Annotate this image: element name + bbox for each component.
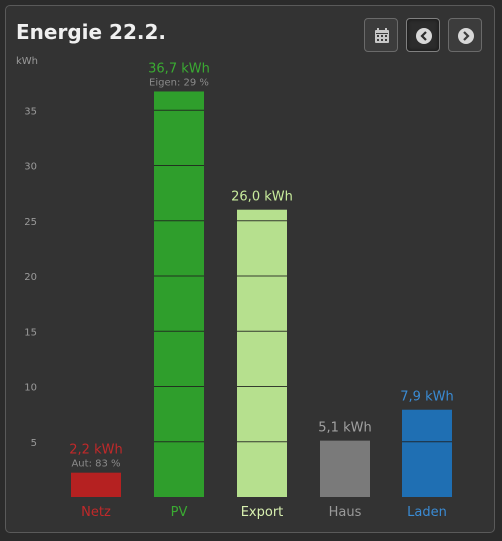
energy-card: Energie 22.2. kWh 5 10 15 20 25 30 35 2,2 bbox=[5, 5, 495, 533]
value-label: 26,0 kWh bbox=[231, 190, 293, 205]
y-tick-label: 10 bbox=[24, 383, 37, 394]
y-tick-label: 35 bbox=[24, 106, 37, 117]
value-label: 5,1 kWh bbox=[318, 421, 371, 436]
y-tick-label: 15 bbox=[24, 327, 37, 338]
previous-day-button[interactable] bbox=[406, 18, 440, 52]
chevron-left-icon bbox=[416, 28, 432, 44]
category-label: Haus bbox=[329, 505, 362, 520]
value-label: 7,9 kWh bbox=[400, 390, 453, 405]
value-label: 36,7 kWh bbox=[148, 61, 210, 76]
category-label: Export bbox=[241, 505, 284, 520]
value-label: 2,2 kWh bbox=[69, 443, 122, 458]
bar-pv bbox=[154, 91, 204, 497]
category-label: PV bbox=[171, 505, 188, 520]
y-tick-label: 30 bbox=[24, 162, 37, 173]
next-day-button[interactable] bbox=[448, 18, 482, 52]
calendar-icon bbox=[375, 28, 389, 43]
y-tick-label: 20 bbox=[24, 272, 37, 283]
bar-haus bbox=[320, 440, 370, 497]
bar-netz bbox=[71, 472, 121, 497]
y-axis-label: kWh bbox=[16, 56, 38, 67]
sub-label: Eigen: 29 % bbox=[149, 77, 209, 88]
y-tick-label: 5 bbox=[31, 438, 37, 449]
y-tick-label: 25 bbox=[24, 217, 37, 228]
category-label: Netz bbox=[81, 505, 111, 520]
page-title: Energie 22.2. bbox=[16, 20, 166, 44]
category-label: Laden bbox=[407, 505, 447, 520]
chevron-right-icon bbox=[458, 28, 474, 44]
sub-label: Aut: 83 % bbox=[71, 459, 120, 470]
calendar-button[interactable] bbox=[364, 18, 398, 52]
bar-export bbox=[237, 209, 287, 497]
bar-laden bbox=[402, 409, 452, 497]
